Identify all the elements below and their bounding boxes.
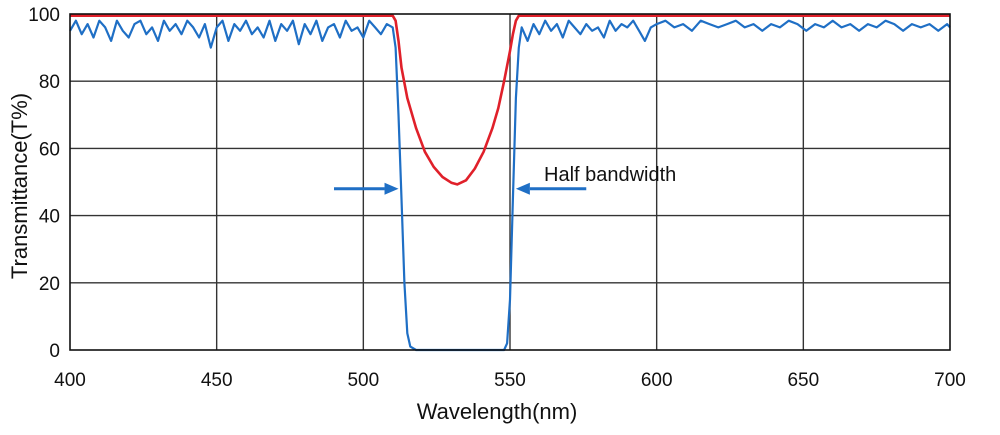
- y-tick-label-0: 0: [49, 341, 60, 362]
- y-axis-title: Transmittance(T%): [7, 93, 32, 279]
- x-axis-title: Wavelength(nm): [417, 399, 578, 424]
- x-tick-label-550: 550: [494, 370, 526, 391]
- x-tick-label-650: 650: [787, 370, 819, 391]
- half-bandwidth-arrow-head-1: [384, 182, 399, 195]
- y-tick-label-20: 20: [39, 274, 60, 295]
- y-tick-label-80: 80: [39, 72, 60, 93]
- x-tick-label-500: 500: [347, 370, 379, 391]
- x-tick-label-450: 450: [201, 370, 233, 391]
- x-tick-label-600: 600: [641, 370, 673, 391]
- y-tick-label-60: 60: [39, 139, 60, 160]
- x-tick-label-400: 400: [54, 370, 86, 391]
- tick-labels: 400 450 500 550 600 650 700 0 20 40 60 80 100: [28, 5, 966, 391]
- y-tick-label-100: 100: [28, 5, 60, 26]
- half-bandwidth-arrow-head-2: [515, 182, 530, 195]
- annotation-layer: [334, 182, 587, 195]
- plot-frame: [69, 13, 951, 351]
- half-bandwidth-label: Half bandwidth: [544, 164, 676, 186]
- x-tick-label-700: 700: [934, 370, 966, 391]
- y-tick-label-40: 40: [39, 207, 60, 228]
- red-transmittance-line: [70, 14, 950, 186]
- plot-border: [69, 13, 951, 351]
